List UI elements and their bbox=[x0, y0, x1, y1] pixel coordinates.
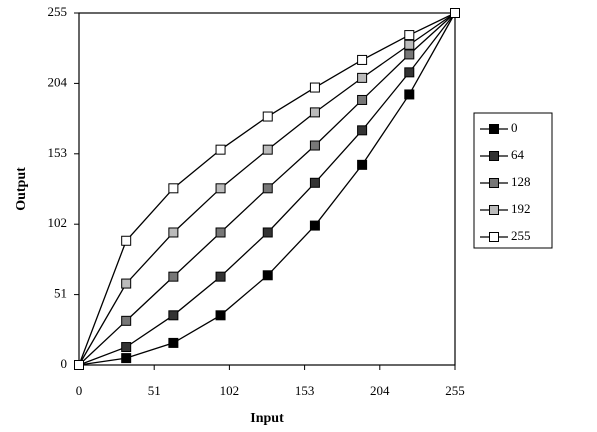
data-point bbox=[215, 227, 226, 238]
x-tick-label: 255 bbox=[445, 383, 465, 398]
plot-area bbox=[78, 12, 456, 366]
data-point bbox=[309, 82, 320, 93]
legend-label: 192 bbox=[511, 201, 531, 216]
data-point bbox=[262, 144, 273, 155]
legend-box bbox=[473, 112, 553, 249]
data-point bbox=[262, 183, 273, 194]
x-tick-label: 204 bbox=[370, 383, 390, 398]
y-axis-label: Output bbox=[14, 167, 29, 211]
data-point bbox=[404, 89, 415, 100]
data-point bbox=[215, 144, 226, 155]
x-tick-label: 0 bbox=[76, 383, 83, 398]
data-point bbox=[357, 54, 368, 65]
data-point bbox=[168, 337, 179, 348]
data-point bbox=[404, 30, 415, 41]
data-point bbox=[74, 360, 84, 370]
data-point bbox=[357, 94, 368, 105]
data-point bbox=[309, 220, 320, 231]
data-point bbox=[450, 8, 460, 18]
data-point bbox=[121, 278, 132, 289]
legend-marker bbox=[489, 124, 499, 134]
data-point bbox=[168, 183, 179, 194]
legend-marker bbox=[489, 151, 499, 161]
data-point bbox=[121, 353, 132, 364]
y-tick-label: 255 bbox=[48, 4, 68, 19]
data-point bbox=[262, 111, 273, 122]
data-point bbox=[262, 270, 273, 281]
data-point bbox=[215, 310, 226, 321]
data-point bbox=[309, 140, 320, 151]
data-point bbox=[357, 72, 368, 83]
data-point bbox=[404, 39, 415, 50]
y-tick-label: 51 bbox=[54, 286, 67, 301]
x-tick-label: 153 bbox=[295, 383, 315, 398]
y-tick-label: 102 bbox=[48, 215, 68, 230]
y-tick-label: 153 bbox=[48, 145, 68, 160]
data-point bbox=[168, 310, 179, 321]
x-axis-label: Input bbox=[250, 411, 284, 426]
data-point bbox=[121, 342, 132, 353]
data-point bbox=[121, 235, 132, 246]
data-point bbox=[262, 227, 273, 238]
legend-label: 128 bbox=[511, 174, 531, 189]
data-point bbox=[215, 183, 226, 194]
data-point bbox=[309, 177, 320, 188]
data-point bbox=[404, 67, 415, 78]
data-point bbox=[404, 49, 415, 60]
data-point bbox=[215, 271, 226, 282]
data-point bbox=[121, 315, 132, 326]
data-point bbox=[309, 107, 320, 118]
legend-marker bbox=[489, 205, 499, 215]
x-tick-label: 51 bbox=[148, 383, 161, 398]
data-point bbox=[357, 159, 368, 170]
x-tick-label: 102 bbox=[220, 383, 240, 398]
legend-label: 0 bbox=[511, 120, 518, 135]
legend-marker bbox=[489, 178, 499, 188]
data-point bbox=[168, 227, 179, 238]
data-point bbox=[357, 125, 368, 136]
y-tick-label: 0 bbox=[61, 356, 68, 371]
data-point bbox=[168, 271, 179, 282]
legend-marker bbox=[489, 232, 499, 242]
y-tick-label: 204 bbox=[48, 74, 68, 89]
legend-label: 255 bbox=[511, 228, 531, 243]
legend-label: 64 bbox=[511, 147, 525, 162]
